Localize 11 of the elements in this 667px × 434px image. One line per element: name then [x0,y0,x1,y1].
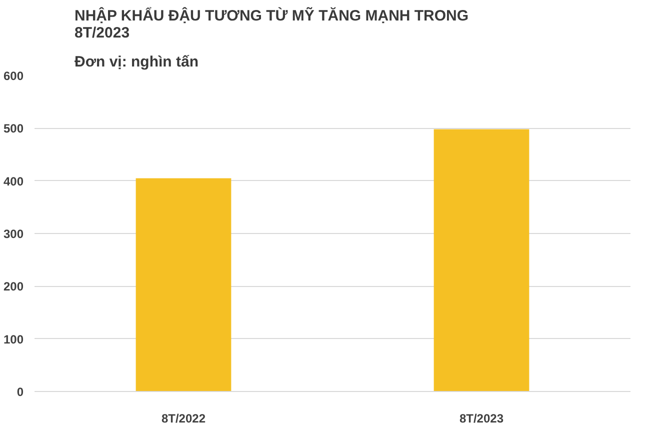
y-tick-label: 500 [3,122,24,136]
y-tick-label: 400 [3,174,24,188]
x-tick-label: 8T/2023 [459,412,504,426]
x-tick-label: 8T/2022 [161,412,206,426]
y-tick-label: 600 [3,69,24,83]
chart-subtitle: Đơn vị: nghìn tấn [74,54,198,70]
y-tick-label: 100 [3,332,24,346]
y-tick-label: 0 [16,385,24,399]
y-tick-label: 300 [3,227,24,241]
y-tick-label: 200 [3,280,24,294]
chart-title: NHẬP KHẨU ĐẬU TƯƠNG TỪ MỸ TĂNG MẠNH TRONG 8T/2023 [74,6,469,42]
